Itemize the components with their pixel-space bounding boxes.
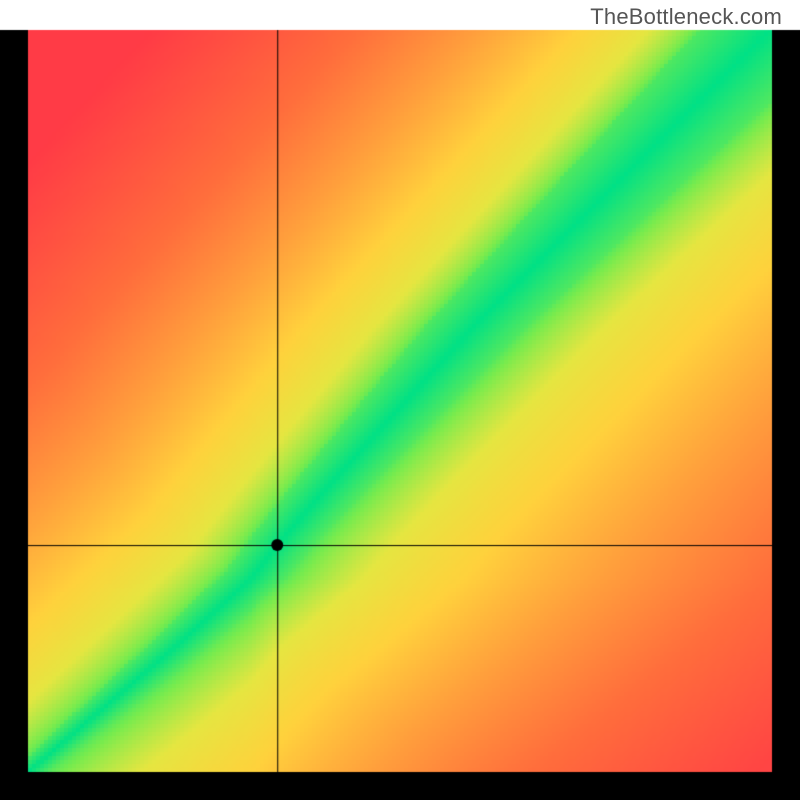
chart-container: TheBottleneck.com (0, 0, 800, 800)
watermark-label: TheBottleneck.com (590, 4, 782, 30)
heatmap-canvas (0, 0, 800, 800)
